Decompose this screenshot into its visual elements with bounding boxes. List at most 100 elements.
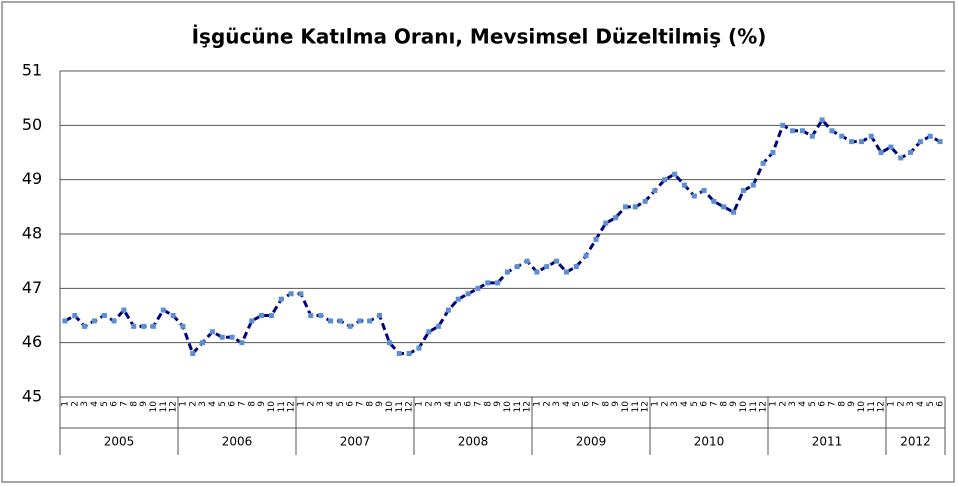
x-tick-label: 5 bbox=[454, 401, 464, 407]
marker bbox=[495, 280, 501, 286]
x-tick-label: 1 bbox=[414, 401, 424, 407]
marker bbox=[91, 318, 97, 324]
marker bbox=[436, 323, 442, 329]
x-tick-label: 11 bbox=[513, 401, 523, 412]
marker bbox=[534, 269, 540, 275]
x-tick-label: 8 bbox=[247, 401, 257, 407]
marker bbox=[101, 313, 107, 318]
marker bbox=[819, 117, 825, 123]
x-tick-label: 2 bbox=[188, 401, 198, 407]
marker bbox=[259, 313, 265, 318]
marker bbox=[898, 155, 904, 161]
marker bbox=[406, 351, 412, 357]
y-tick-label: 49 bbox=[22, 169, 42, 188]
marker bbox=[347, 323, 353, 329]
x-tick-label: 6 bbox=[110, 401, 120, 407]
x-tick-label: 5 bbox=[100, 401, 110, 407]
x-tick-label: 1 bbox=[768, 401, 778, 407]
marker bbox=[809, 133, 815, 139]
x-tick-label: 1 bbox=[886, 401, 896, 407]
marker bbox=[121, 307, 127, 313]
x-tick-label: 4 bbox=[916, 401, 926, 407]
marker bbox=[632, 204, 638, 210]
marker bbox=[278, 296, 284, 302]
marker bbox=[308, 313, 314, 318]
marker bbox=[396, 351, 402, 357]
marker bbox=[593, 236, 599, 242]
x-tick-label: 10 bbox=[621, 401, 631, 413]
chart-title: İşgücüne Katılma Oranı, Mevsimsel Düzelt… bbox=[192, 25, 767, 49]
marker bbox=[878, 150, 884, 155]
marker bbox=[662, 177, 668, 183]
x-tick-label: 4 bbox=[680, 401, 690, 407]
marker bbox=[927, 133, 933, 139]
marker bbox=[504, 269, 510, 275]
marker bbox=[150, 323, 156, 329]
marker bbox=[731, 209, 737, 215]
x-tick-label: 8 bbox=[719, 401, 729, 407]
x-tick-label: 3 bbox=[788, 401, 798, 407]
marker bbox=[357, 318, 363, 324]
marker bbox=[377, 313, 383, 318]
marker bbox=[721, 204, 727, 210]
marker bbox=[908, 150, 914, 155]
x-tick-label: 2 bbox=[70, 401, 80, 407]
x-tick-label: 9 bbox=[375, 401, 385, 407]
marker bbox=[475, 285, 481, 291]
x-tick-label: 11 bbox=[395, 401, 405, 412]
x-tick-label: 4 bbox=[444, 401, 454, 407]
marker bbox=[180, 323, 186, 329]
marker bbox=[740, 188, 746, 194]
marker bbox=[514, 264, 520, 270]
marker bbox=[229, 334, 235, 340]
marker bbox=[72, 313, 78, 318]
marker bbox=[268, 313, 274, 318]
marker bbox=[681, 182, 687, 188]
marker bbox=[416, 345, 422, 351]
year-label: 2008 bbox=[458, 435, 489, 449]
marker bbox=[524, 258, 530, 264]
x-tick-label: 11 bbox=[749, 401, 759, 412]
marker bbox=[652, 188, 658, 194]
x-tick-label: 3 bbox=[906, 401, 916, 407]
x-tick-label: 11 bbox=[631, 401, 641, 412]
marker bbox=[455, 296, 461, 302]
x-tick-label: 5 bbox=[926, 401, 936, 407]
x-tick-label: 5 bbox=[690, 401, 700, 407]
x-tick-label: 8 bbox=[837, 401, 847, 407]
x-tick-label: 4 bbox=[90, 401, 100, 407]
x-tick-label: 8 bbox=[601, 401, 611, 407]
x-tick-label: 8 bbox=[483, 401, 493, 407]
x-tick-label: 1 bbox=[650, 401, 660, 407]
marker bbox=[937, 139, 943, 145]
x-tick-label: 7 bbox=[709, 401, 719, 407]
x-tick-label: 2 bbox=[896, 401, 906, 407]
marker bbox=[573, 264, 579, 270]
marker bbox=[917, 139, 923, 145]
marker bbox=[249, 318, 255, 324]
x-tick-label: 9 bbox=[257, 401, 267, 407]
x-tick-label: 5 bbox=[336, 401, 346, 407]
x-tick-label: 2 bbox=[778, 401, 788, 407]
x-tick-label: 9 bbox=[847, 401, 857, 407]
x-tick-label: 7 bbox=[473, 401, 483, 407]
x-tick-label: 10 bbox=[857, 401, 867, 413]
marker bbox=[485, 280, 491, 286]
marker bbox=[318, 313, 324, 318]
year-label: 2012 bbox=[900, 435, 931, 449]
y-tick-label: 45 bbox=[22, 387, 42, 406]
x-tick-label: 3 bbox=[80, 401, 90, 407]
x-tick-label: 7 bbox=[119, 401, 129, 407]
marker bbox=[62, 318, 68, 324]
x-tick-label: 3 bbox=[670, 401, 680, 407]
x-tick-label: 10 bbox=[503, 401, 513, 413]
marker bbox=[760, 160, 766, 166]
x-tick-label: 9 bbox=[493, 401, 503, 407]
marker bbox=[691, 193, 697, 199]
x-tick-label: 10 bbox=[267, 401, 277, 413]
x-tick-label: 6 bbox=[818, 401, 828, 407]
x-tick-label: 12 bbox=[523, 401, 533, 412]
x-tick-label: 5 bbox=[218, 401, 228, 407]
marker bbox=[858, 139, 864, 145]
